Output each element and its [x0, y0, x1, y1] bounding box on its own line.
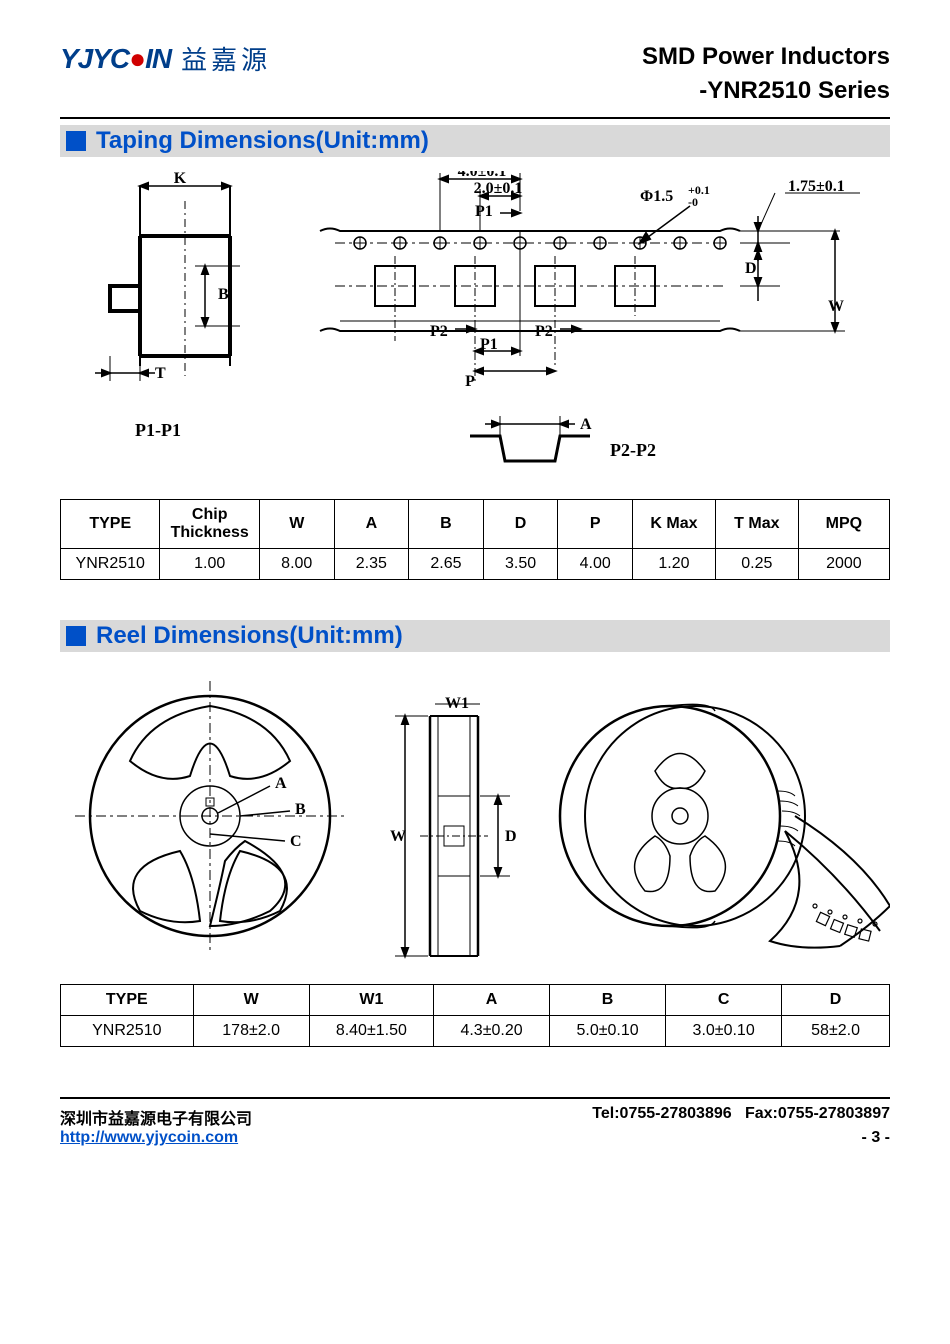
square-bullet-icon	[66, 626, 86, 646]
table-cell: 0.25	[715, 549, 798, 580]
title-line1: SMD Power Inductors	[642, 40, 890, 74]
svg-text:P2: P2	[430, 323, 448, 340]
footer-url[interactable]: http://www.yjycoin.com	[60, 1129, 238, 1147]
section-heading-reel: Reel Dimensions(Unit:mm)	[60, 620, 890, 652]
svg-text:W: W	[828, 298, 844, 315]
svg-text:-0: -0	[688, 195, 698, 209]
table-row: YNR25101.008.002.352.653.504.001.200.252…	[61, 549, 890, 580]
table-header: B	[550, 985, 666, 1016]
table-header: D	[782, 985, 890, 1016]
svg-text:A: A	[275, 775, 287, 792]
table-header: W	[259, 500, 334, 549]
table-row: YNR2510178±2.08.40±1.504.3±0.205.0±0.103…	[61, 1016, 890, 1047]
table-cell: 2000	[798, 549, 889, 580]
svg-text:2.0±0.1: 2.0±0.1	[474, 180, 523, 197]
svg-text:W: W	[390, 828, 406, 845]
logo-text: YJYC●IN	[60, 43, 171, 75]
reel-table: TYPEWW1ABCD YNR2510178±2.08.40±1.504.3±0…	[60, 984, 890, 1047]
table-cell: 2.35	[334, 549, 409, 580]
svg-text:A: A	[580, 416, 592, 433]
footer-contact: Tel:0755-27803896 Fax:0755-27803897	[592, 1105, 890, 1129]
table-cell: 8.40±1.50	[309, 1016, 433, 1047]
svg-text:D: D	[745, 260, 757, 277]
svg-text:P2-P2: P2-P2	[610, 440, 656, 460]
table-header: TYPE	[61, 985, 194, 1016]
table-cell: 4.3±0.20	[434, 1016, 550, 1047]
table-header: B	[409, 500, 484, 549]
table-cell: 58±2.0	[782, 1016, 890, 1047]
svg-text:D: D	[505, 828, 517, 845]
table-cell: 3.0±0.10	[666, 1016, 782, 1047]
section-heading-taping: Taping Dimensions(Unit:mm)	[60, 125, 890, 157]
table-cell: 8.00	[259, 549, 334, 580]
header-rule	[60, 117, 890, 119]
taping-table: TYPEChipThicknessWABDPK MaxT MaxMPQ YNR2…	[60, 499, 890, 580]
table-header: ChipThickness	[160, 500, 259, 549]
svg-text:B: B	[218, 286, 229, 303]
table-cell: 5.0±0.10	[550, 1016, 666, 1047]
svg-text:P1: P1	[480, 336, 498, 353]
svg-text:P1: P1	[475, 203, 493, 220]
title-line2: -YNR2510 Series	[642, 74, 890, 108]
page-footer: 深圳市益嘉源电子有限公司 Tel:0755-27803896 Fax:0755-…	[60, 1097, 890, 1147]
svg-text:C: C	[290, 833, 302, 850]
svg-text:1.75±0.1: 1.75±0.1	[788, 178, 845, 195]
table-cell: 4.00	[558, 549, 633, 580]
table-header: W	[193, 985, 309, 1016]
table-header: D	[483, 500, 558, 549]
section1-title: Taping Dimensions(Unit:mm)	[96, 127, 429, 155]
reel-diagram: A B C W1	[60, 666, 890, 966]
table-cell: 178±2.0	[193, 1016, 309, 1047]
table-cell: 1.00	[160, 549, 259, 580]
page-header: YJYC●IN 益嘉源 SMD Power Inductors -YNR2510…	[60, 40, 890, 107]
doc-title: SMD Power Inductors -YNR2510 Series	[642, 40, 890, 107]
table-header: P	[558, 500, 633, 549]
table-header: TYPE	[61, 500, 160, 549]
logo-cn: 益嘉源	[181, 40, 271, 77]
table-header: T Max	[715, 500, 798, 549]
table-cell: 1.20	[632, 549, 715, 580]
footer-company: 深圳市益嘉源电子有限公司	[60, 1105, 252, 1129]
table-header: MPQ	[798, 500, 889, 549]
svg-text:4.0±0.1: 4.0±0.1	[458, 171, 507, 180]
table-cell: YNR2510	[61, 1016, 194, 1047]
square-bullet-icon	[66, 131, 86, 151]
svg-text:P1-P1: P1-P1	[135, 420, 181, 440]
table-cell: YNR2510	[61, 549, 160, 580]
taping-diagram: K B T P1-P1	[60, 171, 890, 481]
svg-text:T: T	[155, 365, 166, 382]
svg-text:P2: P2	[535, 323, 553, 340]
footer-page: - 3 -	[862, 1129, 890, 1147]
table-header: A	[334, 500, 409, 549]
table-header: A	[434, 985, 550, 1016]
svg-text:B: B	[295, 801, 306, 818]
table-header: C	[666, 985, 782, 1016]
svg-text:K: K	[174, 171, 187, 187]
table-header: W1	[309, 985, 433, 1016]
table-header: K Max	[632, 500, 715, 549]
logo: YJYC●IN 益嘉源	[60, 40, 271, 77]
table-cell: 2.65	[409, 549, 484, 580]
svg-text:Φ1.5: Φ1.5	[640, 188, 673, 205]
svg-text:P: P	[465, 373, 475, 390]
table-cell: 3.50	[483, 549, 558, 580]
section2-title: Reel Dimensions(Unit:mm)	[96, 622, 403, 650]
